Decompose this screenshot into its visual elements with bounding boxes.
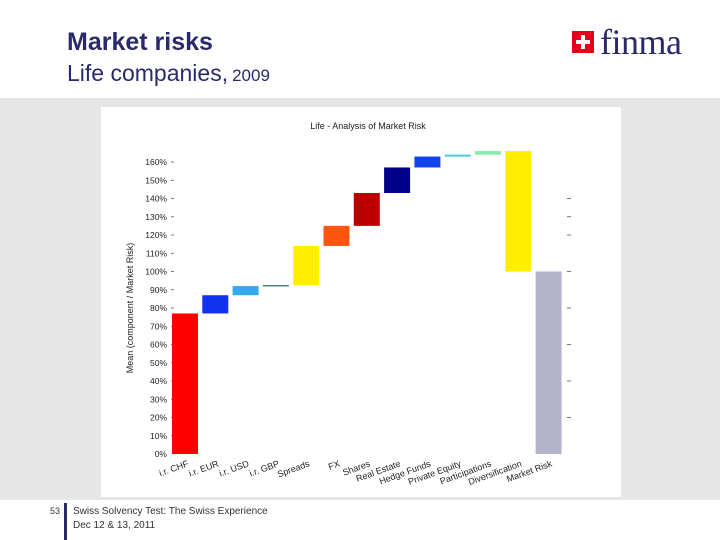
footer-date: Dec 12 & 13, 2011 [73, 520, 156, 531]
bar-shares [353, 193, 380, 226]
y-tick-label: 150% [145, 175, 167, 185]
subtitle-text: Life companies, [67, 60, 229, 86]
bar-i-r-usd [232, 286, 259, 296]
x-tick-label: i.r. USD [218, 458, 251, 478]
y-tick-label: 20% [150, 413, 167, 423]
y-tick-label: 140% [145, 194, 167, 204]
y-axis-label: Mean (component / Market Risk) [125, 243, 135, 374]
bar-private-equity [444, 154, 471, 157]
y-tick-label: 10% [150, 431, 167, 441]
bar-diversification [505, 151, 532, 272]
y-tick-label: 110% [146, 248, 168, 258]
x-tick-label: i.r. EUR [187, 458, 220, 478]
bar-i-r-chf [172, 313, 198, 454]
bar-real-estate [384, 167, 411, 194]
x-tick-label: FX [327, 458, 341, 471]
bar-participations [475, 151, 501, 155]
y-tick-label: 50% [150, 358, 167, 368]
y-tick-label: 160% [145, 157, 167, 167]
finma-logo: finma [572, 22, 682, 62]
slide-subtitle: Life companies, 2009 [67, 60, 270, 87]
chart-title: Life - Analysis of Market Risk [310, 121, 426, 131]
x-tick-label: i.r. GBP [248, 458, 281, 478]
y-tick-label: 30% [150, 394, 167, 404]
footer-title: Swiss Solvency Test: The Swiss Experienc… [73, 506, 268, 517]
chart-panel: Life - Analysis of Market Risk Mean (comp… [101, 107, 621, 497]
waterfall-chart: Life - Analysis of Market Risk Mean (comp… [125, 121, 571, 487]
bar-fx [323, 225, 350, 246]
subtitle-year: 2009 [232, 66, 270, 85]
y-tick-label: 40% [150, 376, 167, 386]
y-tick-label: 70% [150, 321, 167, 331]
y-tick-label: 80% [150, 303, 167, 313]
y-tick-label: 0% [155, 449, 168, 459]
slide-title: Market risks [67, 28, 213, 56]
y-tick-label: 120% [145, 230, 167, 240]
bar-hedge-funds [414, 156, 441, 168]
footer-divider [64, 503, 67, 540]
bar-i-r-eur [202, 295, 229, 314]
x-tick-label: Spreads [276, 458, 311, 479]
y-tick-label: 130% [145, 212, 167, 222]
y-tick-label: 90% [150, 285, 167, 295]
bar-i-r-gbp [262, 285, 289, 287]
y-tick-label: 100% [145, 267, 167, 277]
bar-market-risk [535, 271, 562, 454]
page-number: 53 [50, 506, 61, 516]
logo-text: finma [600, 22, 682, 62]
y-tick-label: 60% [150, 340, 167, 350]
bar-spreads [293, 245, 320, 286]
swiss-cross-icon [572, 31, 594, 53]
x-tick-label: i.r. CHF [158, 458, 191, 478]
